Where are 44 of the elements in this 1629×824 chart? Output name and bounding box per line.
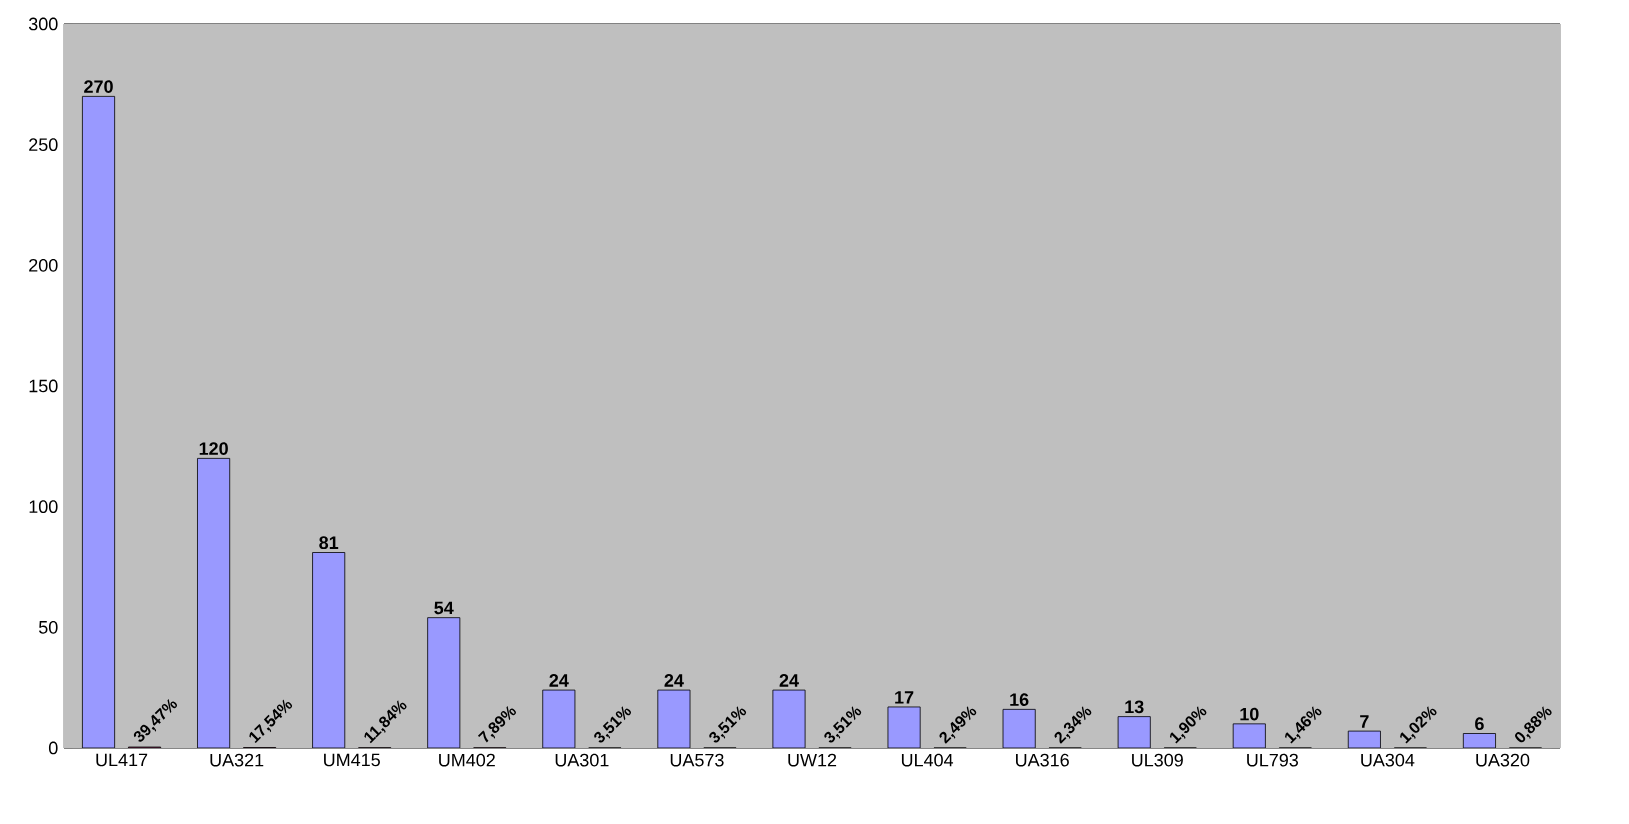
data-label: 24 bbox=[779, 674, 799, 687]
x-tick-label: UL793 bbox=[1247, 753, 1299, 767]
x-tick-label: UA301 bbox=[555, 753, 609, 767]
y-tick-label: 300 bbox=[28, 17, 58, 31]
data-label: 16 bbox=[1010, 693, 1029, 706]
x-tick-label: UM415 bbox=[324, 753, 380, 767]
bar bbox=[82, 95, 116, 748]
bar bbox=[1002, 708, 1036, 748]
y-tick-label: 250 bbox=[29, 138, 58, 152]
data-label: 6 bbox=[1475, 717, 1484, 731]
bar bbox=[427, 617, 461, 748]
data-label: 24 bbox=[664, 674, 684, 687]
x-tick-label: UL309 bbox=[1132, 753, 1183, 767]
data-label: 17 bbox=[895, 691, 914, 704]
bar bbox=[1232, 723, 1266, 748]
bar bbox=[542, 689, 576, 748]
x-tick-label: UA316 bbox=[1016, 753, 1069, 767]
bar bbox=[657, 689, 691, 748]
x-tick-label: UA320 bbox=[1476, 753, 1530, 767]
x-tick-label: UL417 bbox=[96, 753, 148, 767]
x-tick-label: UL404 bbox=[901, 753, 954, 767]
x-tick-label: UW12 bbox=[788, 753, 837, 767]
data-label: 270 bbox=[84, 80, 113, 93]
y-tick-label: 150 bbox=[29, 379, 58, 393]
x-tick-label: UM402 bbox=[439, 753, 495, 767]
data-label: 7 bbox=[1360, 715, 1369, 728]
y-tick-label: 50 bbox=[38, 620, 58, 634]
data-label: 10 bbox=[1240, 707, 1259, 721]
y-tick-label: 200 bbox=[29, 258, 58, 272]
data-label: 13 bbox=[1125, 700, 1144, 714]
y-tick-label: 100 bbox=[29, 500, 58, 514]
data-label: 54 bbox=[434, 601, 454, 615]
bar bbox=[772, 689, 806, 748]
y-tick-label: 0 bbox=[48, 741, 58, 755]
bar bbox=[887, 706, 921, 748]
bar bbox=[312, 552, 346, 748]
data-label: 24 bbox=[549, 674, 569, 687]
x-tick-label: UA304 bbox=[1361, 753, 1415, 767]
x-tick-label: UA573 bbox=[670, 753, 724, 767]
data-label: 120 bbox=[199, 442, 228, 455]
bar bbox=[1117, 716, 1151, 748]
bar bbox=[197, 457, 231, 748]
x-tick-label: UA321 bbox=[210, 753, 264, 767]
data-label: 81 bbox=[319, 536, 339, 550]
